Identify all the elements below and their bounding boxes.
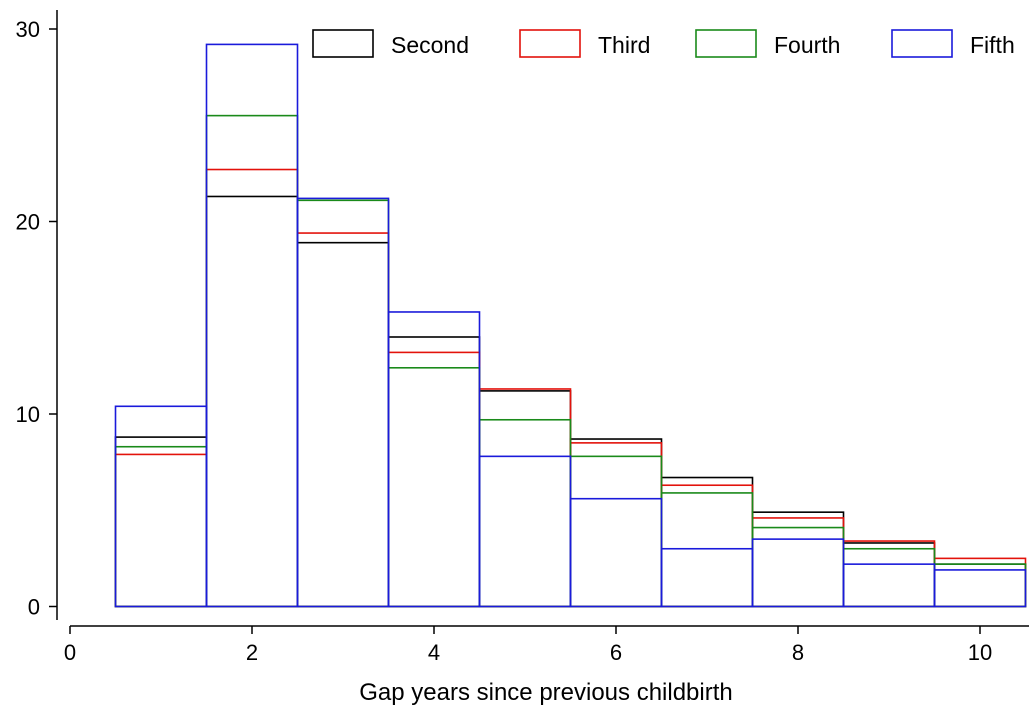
bar-fourth bbox=[569, 455, 663, 608]
bar-fourth bbox=[114, 445, 208, 608]
y-tick-label: 10 bbox=[16, 402, 40, 427]
bar-third bbox=[387, 351, 481, 608]
bar-fifth bbox=[478, 455, 572, 608]
bar-third bbox=[569, 442, 663, 608]
bar-fifth bbox=[387, 311, 481, 608]
legend: Second Third Fourth Fifth bbox=[312, 29, 1015, 58]
x-tick-label: 4 bbox=[428, 640, 440, 665]
bar-fourth bbox=[205, 114, 299, 608]
bar-third bbox=[114, 453, 208, 608]
legend-swatch bbox=[891, 29, 953, 58]
bar-fourth bbox=[660, 492, 754, 608]
y-tick-label: 0 bbox=[28, 595, 40, 620]
bar-fifth bbox=[842, 563, 936, 608]
legend-item-second: Second bbox=[312, 29, 469, 58]
legend-label: Fourth bbox=[774, 32, 840, 58]
bar-fifth bbox=[751, 538, 845, 608]
bar-fifth bbox=[296, 197, 390, 608]
bar-second bbox=[387, 336, 481, 608]
x-tick-label: 8 bbox=[792, 640, 804, 665]
legend-label: Third bbox=[598, 32, 650, 58]
bar-second bbox=[296, 241, 390, 608]
bar-third bbox=[842, 540, 936, 608]
bar-third bbox=[478, 388, 572, 608]
bar-third bbox=[660, 484, 754, 608]
bar-third bbox=[751, 517, 845, 608]
x-tick-label: 2 bbox=[246, 640, 258, 665]
legend-swatch bbox=[519, 29, 581, 58]
bar-fourth bbox=[296, 199, 390, 608]
bar-second bbox=[114, 436, 208, 608]
legend-item-third: Third bbox=[519, 29, 650, 58]
x-tick-label: 6 bbox=[610, 640, 622, 665]
bar-fourth bbox=[842, 547, 936, 608]
legend-label: Second bbox=[391, 32, 469, 58]
x-axis-ticks: 0 2 4 6 8 10 bbox=[64, 626, 992, 665]
legend-swatch bbox=[312, 29, 374, 58]
bar-fourth bbox=[478, 418, 572, 608]
bar-fifth bbox=[660, 547, 754, 608]
bar-fifth bbox=[933, 569, 1027, 608]
bar-second bbox=[660, 476, 754, 608]
bar-second bbox=[569, 438, 663, 608]
bar-second bbox=[842, 542, 936, 608]
y-axis-ticks: 0 10 20 30 bbox=[16, 17, 57, 620]
x-tick-label: 10 bbox=[968, 640, 992, 665]
plot-area bbox=[56, 10, 1029, 627]
legend-swatch bbox=[695, 29, 757, 58]
bar-second bbox=[478, 390, 572, 608]
bar-fifth bbox=[569, 497, 663, 608]
y-tick-label: 30 bbox=[16, 17, 40, 42]
bar-second bbox=[205, 195, 299, 608]
bar-fifth bbox=[205, 43, 299, 608]
bar-third bbox=[933, 557, 1027, 608]
legend-item-fifth: Fifth bbox=[891, 29, 1015, 58]
legend-label: Fifth bbox=[970, 32, 1015, 58]
legend-item-fourth: Fourth bbox=[695, 29, 840, 58]
bar-third bbox=[296, 232, 390, 608]
x-tick-label: 0 bbox=[64, 640, 76, 665]
bar-second bbox=[751, 511, 845, 608]
x-axis-title: Gap years since previous childbirth bbox=[359, 679, 733, 706]
y-tick-label: 20 bbox=[16, 210, 40, 235]
bar-fourth bbox=[387, 366, 481, 608]
histogram-series bbox=[114, 43, 1027, 608]
series-fifth bbox=[114, 43, 1027, 608]
bar-third bbox=[205, 168, 299, 608]
